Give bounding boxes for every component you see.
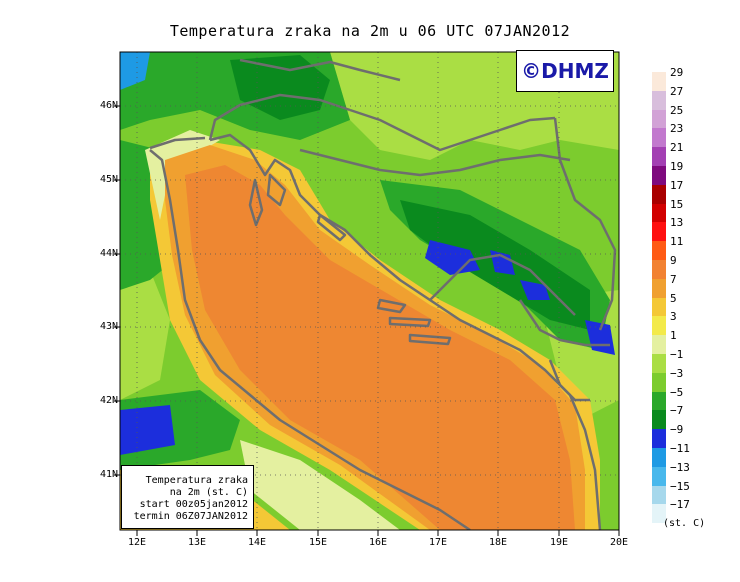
legend-swatch: [652, 278, 666, 298]
legend-label: −15: [670, 479, 690, 493]
legend-label: −17: [670, 498, 690, 512]
legend-swatch: [652, 184, 666, 204]
legend-swatch: [652, 297, 666, 317]
legend-label: 17: [670, 178, 684, 192]
lat-label-45n: 45N: [99, 174, 118, 185]
legend-label: 11: [670, 235, 684, 249]
border-serbia: [553, 117, 617, 331]
island-brac: [376, 298, 407, 314]
lat-label-43n: 43N: [99, 321, 118, 332]
south-sea-pale: [240, 440, 400, 530]
legend-swatch: [652, 203, 666, 223]
map-frame: [119, 51, 620, 531]
legend-label: 1: [670, 329, 677, 343]
border-croatia-bosnia: [299, 148, 571, 177]
lat-label-41n: 41N: [99, 469, 118, 480]
legend-swatch: [652, 466, 666, 486]
legend-label: 15: [670, 197, 684, 211]
island-pag: [316, 213, 347, 242]
blue-cold-1: [425, 240, 480, 275]
info-line-4: termin 06Z07JAN2012: [133, 511, 248, 522]
island-cres: [248, 178, 264, 227]
lon-label-14e: 14E: [247, 537, 267, 548]
border-slovenia: [208, 93, 351, 141]
coastline-gulf: [149, 136, 206, 150]
legend-label: −5: [670, 385, 684, 399]
legend-swatch: [652, 316, 666, 336]
lon-label-19e: 19E: [549, 537, 569, 548]
blue-cold-6: [120, 405, 175, 455]
sea-orange: [185, 165, 575, 530]
border-bosnia-south: [429, 253, 576, 316]
legend-swatch: [652, 335, 666, 355]
info-line-1: Temperatura zraka: [145, 475, 248, 486]
lat-label-46n: 46N: [99, 100, 118, 111]
legend-swatch: [652, 354, 666, 373]
info-box: Temperatura zraka na 2m (st. C) start 00…: [121, 465, 254, 529]
lat-label-44n: 44N: [99, 248, 118, 259]
blue-cold-3: [520, 280, 550, 300]
lon-label-16e: 16E: [368, 537, 388, 548]
legend-label: −7: [670, 404, 684, 418]
legend-swatch: [652, 241, 666, 261]
coastline-italy-east: [149, 149, 471, 530]
island-krk: [266, 173, 287, 207]
legend-swatch: [652, 166, 666, 185]
info-line-2: na 2m (st. C): [169, 487, 248, 498]
dhmz-logo: ©DHMZ: [516, 50, 614, 92]
legend-label: 5: [670, 291, 677, 305]
legend-label: −9: [670, 423, 684, 437]
legend-label: −13: [670, 460, 690, 474]
legend-label: 13: [670, 216, 684, 230]
lon-label-15e: 15E: [308, 537, 328, 548]
legend-label: 29: [670, 66, 684, 79]
legend-label: 25: [670, 103, 684, 117]
legend-label: −1: [670, 348, 684, 361]
legend-swatch: [652, 485, 666, 505]
info-line-3: start 00z05jan2012: [139, 499, 248, 510]
blue-cold-5: [120, 52, 150, 90]
legend-swatch: [652, 504, 666, 524]
forest-north: [230, 55, 330, 120]
lime-land-west: [120, 270, 170, 400]
legend-label: 19: [670, 160, 684, 173]
legend-label: 21: [670, 141, 684, 155]
legend-label: 27: [670, 84, 684, 98]
border-montenegro: [518, 299, 610, 347]
legend-units: (st. C): [663, 518, 706, 529]
legend-swatch: [652, 372, 666, 392]
legend-swatch: [652, 448, 666, 467]
legend-label: −3: [670, 366, 684, 380]
lon-label-20e: 20E: [609, 537, 629, 548]
island-hvar: [388, 316, 432, 328]
lon-label-17e: 17E: [428, 537, 448, 548]
border-albania: [548, 359, 590, 402]
border-north: [239, 58, 401, 82]
legend-swatch: [652, 147, 666, 167]
lon-label-18e: 18E: [488, 537, 508, 548]
legend-swatch: [652, 222, 666, 242]
legend-label: 7: [670, 272, 677, 286]
island-korcula: [408, 333, 452, 346]
coast-pale: [145, 130, 220, 220]
legend-swatch: [652, 90, 666, 110]
legend-swatch: [652, 109, 666, 129]
legend-swatch: [652, 391, 666, 411]
legend-swatch: [652, 429, 666, 449]
legend-swatch: [652, 410, 666, 430]
legend-swatch: [652, 128, 666, 148]
map-title: Temperatura zraka na 2m u 06 UTC 07JAN20…: [169, 22, 571, 40]
border-croatia-hungary: [349, 108, 556, 152]
legend-label: 23: [670, 122, 684, 136]
legend-swatch: [652, 72, 666, 91]
lon-label-12e: 12E: [127, 537, 147, 548]
legend-label: 3: [670, 310, 677, 324]
legend-label: 9: [670, 254, 677, 267]
lat-label-42n: 42N: [99, 395, 118, 406]
legend-swatch: [652, 260, 666, 279]
lon-label-13e: 13E: [187, 537, 207, 548]
legend-label: −11: [670, 442, 690, 455]
